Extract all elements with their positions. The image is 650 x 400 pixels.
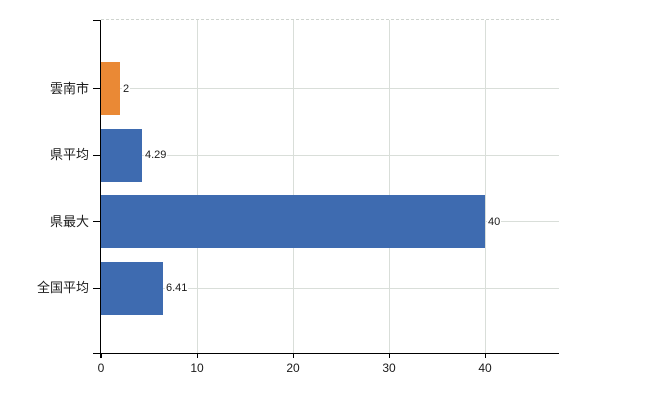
x-tick-label: 20 <box>286 361 300 375</box>
y-axis-line <box>100 20 101 358</box>
x-axis-line <box>93 353 559 354</box>
category-tick <box>93 88 101 89</box>
y-axis-top-tick <box>93 20 101 21</box>
category-tick <box>93 287 101 289</box>
plot-top-border <box>101 19 559 20</box>
bar-3 <box>101 195 485 248</box>
vertical-gridline <box>292 20 294 353</box>
bar-1 <box>101 62 120 115</box>
vertical-gridline <box>388 20 390 353</box>
x-tick-label: 0 <box>97 361 105 375</box>
x-tick-label: 40 <box>478 361 492 375</box>
horizontal-gridline <box>101 88 559 89</box>
category-label: 全国平均 <box>36 280 89 295</box>
value-label: 6.41 <box>165 281 189 295</box>
bar-4 <box>101 261 163 315</box>
x-axis-tick <box>484 353 486 358</box>
x-tick-label: 10 <box>190 361 204 375</box>
category-tick <box>93 221 101 222</box>
x-axis-tick <box>100 353 102 358</box>
category-label: 県最大 <box>49 213 89 229</box>
category-label: 県平均 <box>49 147 89 162</box>
value-label: 2 <box>122 81 131 96</box>
x-tick-label: 30 <box>382 361 396 375</box>
x-axis-tick <box>388 353 390 358</box>
horizontal-gridline <box>101 154 559 156</box>
vertical-gridline <box>484 20 486 353</box>
value-label: 40 <box>487 214 502 229</box>
value-label: 4.29 <box>144 148 168 162</box>
category-tick <box>93 154 101 156</box>
x-axis-tick <box>196 353 198 358</box>
x-axis-tick <box>292 353 294 358</box>
horizontal-gridline <box>101 287 559 289</box>
category-label: 雲南市 <box>49 80 89 96</box>
vertical-gridline <box>196 20 198 353</box>
bar-2 <box>101 128 142 182</box>
